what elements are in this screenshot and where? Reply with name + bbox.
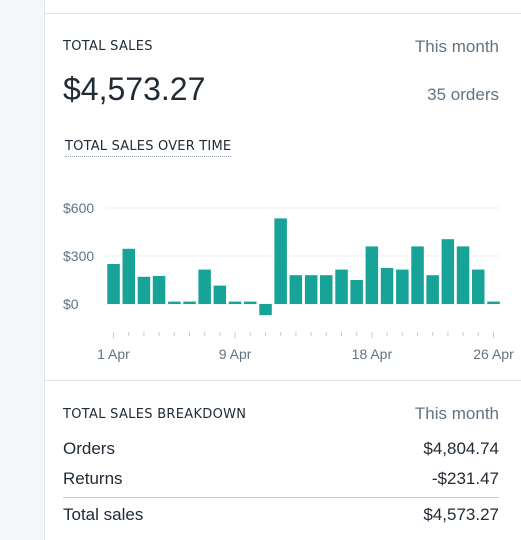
bar-apr-13[interactable] [289,275,303,304]
y-tick-label: $0 [63,296,79,312]
breakdown-label: Total sales [63,505,144,524]
total-sales-card: TOTAL SALES This month $4,573.27 35 orde… [44,14,521,380]
bar-apr-23[interactable] [441,239,455,304]
breakdown-row-returns: Returns -$231.47 [63,469,499,493]
bar-apr-16[interactable] [335,269,348,304]
bar-apr-15[interactable] [320,275,333,304]
bar-apr-8[interactable] [213,285,227,304]
breakdown-title: TOTAL SALES BREAKDOWN [63,407,247,422]
sales-over-time-chart: $600 $300 $0 1 Apr 9 Apr 18 Apr 26 Apr [63,200,514,362]
x-tick-label: 1 Apr [97,346,130,362]
bar-apr-1[interactable] [107,264,120,304]
orders-count: 35 orders [427,85,499,104]
bar-apr-7[interactable] [198,269,211,304]
y-tick-label: $600 [63,200,94,216]
sales-breakdown-card: TOTAL SALES BREAKDOWN This month Orders … [44,380,521,540]
bar-apr-21[interactable] [411,246,424,304]
breakdown-value: -$231.47 [431,469,499,488]
bar-apr-11[interactable] [259,304,272,316]
total-sales-period: This month [414,37,499,56]
bar-apr-10[interactable] [244,301,257,304]
bar-apr-5[interactable] [168,301,181,304]
bar-apr-25[interactable] [472,269,485,304]
bar-apr-2[interactable] [122,248,136,304]
x-tick-label: 26 Apr [473,346,514,362]
breakdown-value: $4,804.74 [423,439,499,458]
bar-apr-22[interactable] [426,275,439,304]
bar-apr-3[interactable] [137,276,151,304]
bar-apr-19[interactable] [380,268,394,304]
bar-apr-18[interactable] [365,246,379,304]
breakdown-label: Returns [63,469,123,488]
bar-apr-20[interactable] [396,269,409,304]
sales-over-time-title[interactable]: TOTAL SALES OVER TIME [65,139,232,157]
bar-apr-26[interactable] [487,301,500,304]
bar-apr-9[interactable] [228,301,242,304]
bar-apr-4[interactable] [152,276,166,304]
bar-apr-17[interactable] [350,280,363,304]
x-tick-label: 18 Apr [352,346,393,362]
bar-apr-6[interactable] [183,301,196,304]
breakdown-row-total: Total sales $4,573.27 [63,505,499,529]
total-sales-title: TOTAL SALES [63,39,153,54]
breakdown-value: $4,573.27 [423,505,499,524]
breakdown-divider [63,497,499,498]
breakdown-row-orders: Orders $4,804.74 [63,439,499,463]
breakdown-period: This month [414,404,499,423]
bar-apr-12[interactable] [274,218,287,304]
x-tick-label: 9 Apr [219,346,252,362]
previous-card [44,0,521,14]
y-tick-label: $300 [63,248,94,264]
bar-apr-24[interactable] [456,246,470,304]
total-sales-amount: $4,573.27 [63,71,206,107]
breakdown-label: Orders [63,439,115,458]
bar-apr-14[interactable] [304,275,318,304]
